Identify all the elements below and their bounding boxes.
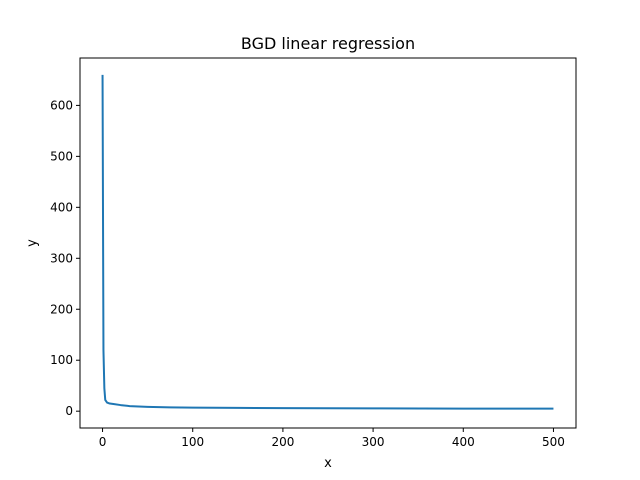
y-tick-label: 600 — [50, 98, 73, 112]
y-axis-label: y — [25, 239, 40, 247]
x-tick-label: 100 — [181, 435, 204, 449]
x-tick-label: 0 — [99, 435, 107, 449]
x-axis-ticks: 0 100 200 300 400 500 — [99, 428, 565, 449]
x-axis-label: x — [324, 456, 332, 471]
plot-frame — [79, 57, 577, 429]
y-axis-ticks: 0 100 200 300 400 500 600 — [50, 98, 80, 418]
x-tick-label: 300 — [362, 435, 385, 449]
y-tick-label: 400 — [50, 200, 73, 214]
y-tick-label: 500 — [50, 149, 73, 163]
x-tick-label: 500 — [542, 435, 565, 449]
plot-area — [101, 74, 554, 410]
series-line-0 — [101, 74, 554, 410]
chart-title: BGD linear regression — [241, 34, 415, 53]
x-tick-label: 400 — [452, 435, 475, 449]
y-tick-label: 0 — [65, 404, 73, 418]
y-tick-label: 200 — [50, 302, 73, 316]
y-tick-label: 300 — [50, 251, 73, 265]
x-tick-label: 200 — [271, 435, 294, 449]
y-tick-label: 100 — [50, 353, 73, 367]
